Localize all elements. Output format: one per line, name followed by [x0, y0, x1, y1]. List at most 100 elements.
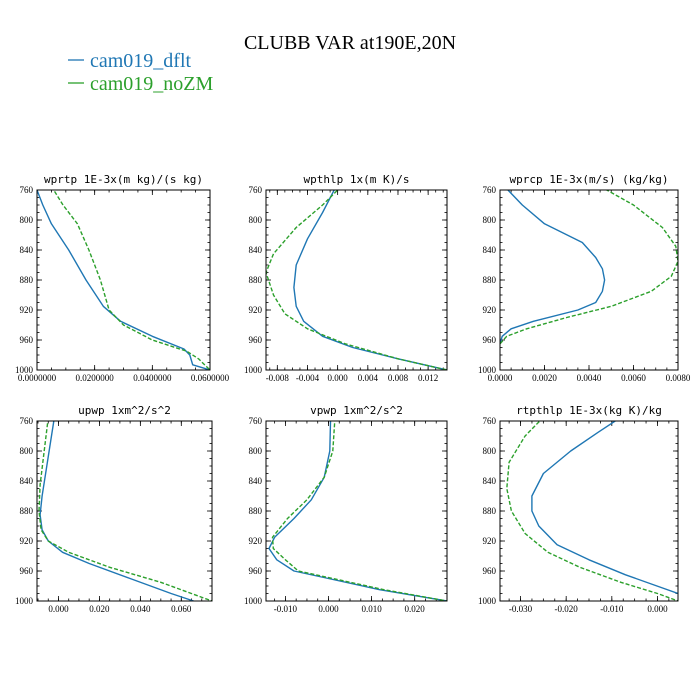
y-tick-label: 800: [249, 215, 263, 225]
x-tick-label: 0.012: [418, 373, 438, 383]
series-group: [266, 190, 447, 370]
panel-title: rtpthlp 1E-3x(kg K)/kg: [516, 404, 662, 417]
x-tick-label: 0.0060: [621, 373, 646, 383]
y-tick-label: 760: [20, 185, 34, 195]
y-tick-label: 880: [483, 275, 497, 285]
series-line-cam019_noZM: [506, 421, 678, 601]
panel-3: wprcp 1E-3x(m/s) (kg/kg) 760 800 840 880 920 9…: [478, 173, 691, 383]
y-tick-label: 1000: [478, 365, 497, 375]
x-tick-label: 0.000: [318, 604, 339, 614]
y-tick-label: 880: [20, 506, 34, 516]
series-line-cam019_noZM: [52, 190, 210, 370]
legend: cam019_dflt cam019_noZM: [68, 50, 214, 95]
x-tick-label: 0.0000: [488, 373, 513, 383]
panel-4: upwp 1xm^2/s^2 760 800 840 880 920 960 1000 0.00…: [15, 404, 213, 614]
x-tick-label: 0.060: [171, 604, 192, 614]
y-tick-label: 800: [483, 446, 497, 456]
series-line-cam019_noZM: [271, 421, 447, 601]
panel-frame: [499, 189, 679, 371]
panel-frame: [265, 420, 448, 602]
y-tick-label: 800: [483, 215, 497, 225]
series-group: [268, 421, 447, 601]
series-line-cam019_dflt: [37, 190, 210, 370]
x-tick-label: -0.020: [555, 604, 579, 614]
series-line-cam019_dflt: [500, 190, 606, 344]
y-tick-label: 960: [483, 566, 497, 576]
y-tick-label: 1000: [15, 365, 34, 375]
y-tick-label: 880: [483, 506, 497, 516]
y-tick-label: 960: [20, 566, 34, 576]
y-tick-label: 920: [483, 536, 497, 546]
panel-frame: [499, 420, 679, 602]
legend-label-dflt: cam019_dflt: [90, 50, 192, 72]
x-tick-label: 0.0080: [666, 373, 691, 383]
x-tick-label: 0.010: [361, 604, 382, 614]
y-tick-label: 840: [483, 476, 497, 486]
y-tick-label: 920: [20, 305, 34, 315]
x-tick-label: 0.004: [358, 373, 379, 383]
series-line-cam019_dflt: [531, 421, 678, 595]
panel-title: upwp 1xm^2/s^2: [78, 404, 171, 417]
figure-title: CLUBB VAR at190E,20N: [244, 32, 456, 54]
y-tick-label: 760: [483, 185, 497, 195]
x-tick-label: 0.0400000: [133, 373, 172, 383]
x-tick-label: 0.000: [647, 604, 668, 614]
y-tick-label: 920: [483, 305, 497, 315]
y-tick-label: 1000: [244, 596, 263, 606]
series-group: [37, 190, 210, 370]
x-tick-label: 0.020: [89, 604, 110, 614]
y-tick-label: 920: [249, 536, 263, 546]
y-tick-label: 840: [20, 245, 34, 255]
y-tick-label: 920: [20, 536, 34, 546]
y-tick-label: 1000: [15, 596, 34, 606]
legend-label-nozm: cam019_noZM: [90, 73, 214, 95]
y-tick-label: 920: [249, 305, 263, 315]
y-tick-label: 840: [483, 245, 497, 255]
x-tick-label: 0.0200000: [76, 373, 115, 383]
panel-6: rtpthlp 1E-3x(kg K)/kg 760 800 840 880 920 960…: [478, 404, 679, 614]
panel-title: vpwp 1xm^2/s^2: [310, 404, 403, 417]
x-tick-label: -0.010: [274, 604, 298, 614]
x-tick-label: -0.010: [600, 604, 624, 614]
y-tick-label: 800: [249, 446, 263, 456]
x-tick-label: 0.008: [388, 373, 409, 383]
x-tick-label: -0.008: [266, 373, 290, 383]
series-line-cam019_dflt: [293, 190, 447, 370]
x-tick-label: -0.030: [509, 604, 533, 614]
y-tick-label: 760: [249, 185, 263, 195]
y-tick-label: 1000: [478, 596, 497, 606]
y-tick-label: 800: [20, 215, 34, 225]
series-group: [506, 421, 678, 601]
panel-5: vpwp 1xm^2/s^2 760 800 840 880 920 960 1000 -0.0…: [244, 404, 448, 614]
series-line-cam019_noZM: [38, 421, 212, 601]
panel-title: wprcp 1E-3x(m/s) (kg/kg): [510, 173, 669, 186]
panel-grid: wprtp 1E-3x(m kg)/(s kg) 760 800 840 880 920 9…: [15, 173, 691, 614]
series-group: [500, 190, 678, 345]
y-tick-label: 960: [249, 566, 263, 576]
y-tick-label: 840: [20, 476, 34, 486]
x-tick-label: -0.004: [296, 373, 320, 383]
panel-1: wprtp 1E-3x(m kg)/(s kg) 760 800 840 880 920 9…: [15, 173, 230, 383]
y-tick-label: 1000: [244, 365, 263, 375]
panel-frame: [265, 189, 448, 371]
y-tick-label: 840: [249, 476, 263, 486]
series-line-cam019_noZM: [266, 190, 447, 370]
x-tick-label: 0.040: [130, 604, 151, 614]
x-tick-label: 0.0000000: [18, 373, 57, 383]
y-tick-label: 960: [249, 335, 263, 345]
x-tick-label: 0.0040: [577, 373, 602, 383]
series-group: [38, 421, 212, 601]
x-tick-label: 0.0020: [532, 373, 557, 383]
panel-2: wpthlp 1x(m K)/s7608008408809209601000-0…: [244, 173, 448, 383]
panel-frame: [36, 420, 213, 602]
x-tick-label: 0.000: [328, 373, 349, 383]
y-tick-label: 760: [483, 416, 497, 426]
x-tick-label: 0.020: [405, 604, 426, 614]
y-tick-label: 880: [249, 275, 263, 285]
series-line-cam019_noZM: [500, 190, 678, 345]
y-tick-label: 840: [249, 245, 263, 255]
panel-title: wpthlp 1x(m K)/s: [304, 173, 410, 186]
y-tick-label: 960: [483, 335, 497, 345]
